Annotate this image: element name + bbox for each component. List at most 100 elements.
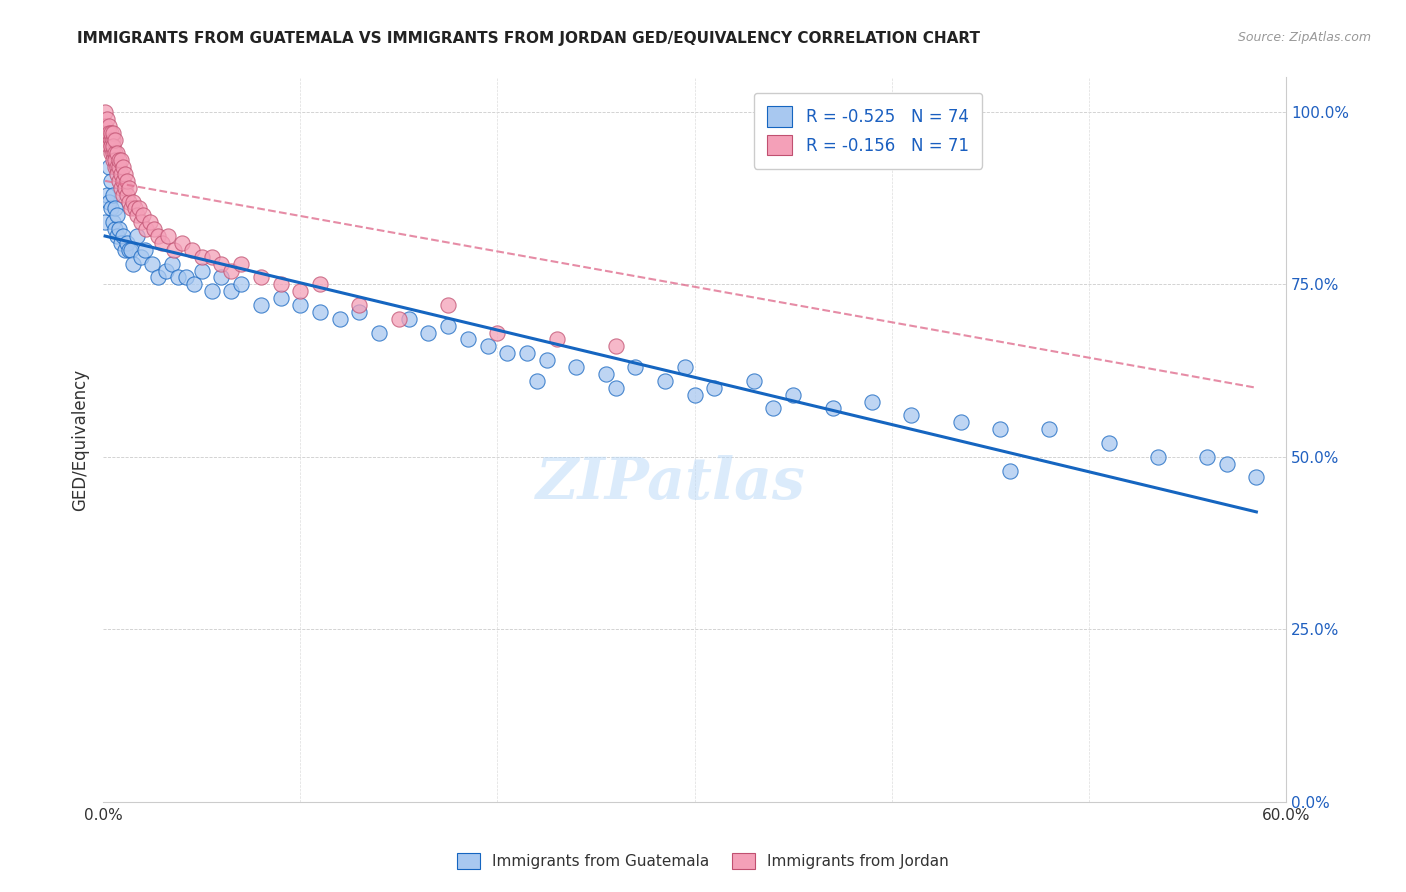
Point — [129, 215, 152, 229]
Point — [536, 353, 558, 368]
Point — [516, 346, 538, 360]
Point — [115, 187, 138, 202]
Point — [114, 181, 136, 195]
Point — [104, 153, 127, 168]
Point — [270, 277, 292, 292]
Point — [110, 235, 132, 250]
Point — [457, 333, 479, 347]
Point — [190, 263, 212, 277]
Point — [101, 153, 124, 168]
Point — [900, 409, 922, 423]
Point — [565, 360, 588, 375]
Point — [114, 243, 136, 257]
Point — [101, 187, 124, 202]
Point — [174, 270, 197, 285]
Point — [108, 174, 131, 188]
Point — [120, 243, 142, 257]
Point — [125, 208, 148, 222]
Point — [105, 229, 128, 244]
Point — [96, 187, 118, 202]
Point — [526, 374, 548, 388]
Point — [100, 202, 122, 216]
Point — [104, 146, 127, 161]
Point — [673, 360, 696, 375]
Point — [157, 229, 180, 244]
Point — [108, 160, 131, 174]
Point — [134, 243, 156, 257]
Point — [100, 132, 122, 146]
Point — [131, 208, 153, 222]
Point — [121, 257, 143, 271]
Text: Source: ZipAtlas.com: Source: ZipAtlas.com — [1237, 31, 1371, 45]
Point — [180, 243, 202, 257]
Point — [1097, 436, 1119, 450]
Point — [477, 339, 499, 353]
Point — [388, 311, 411, 326]
Point — [111, 187, 134, 202]
Point — [105, 208, 128, 222]
Point — [139, 215, 162, 229]
Text: IMMIGRANTS FROM GUATEMALA VS IMMIGRANTS FROM JORDAN GED/EQUIVALENCY CORRELATION : IMMIGRANTS FROM GUATEMALA VS IMMIGRANTS … — [77, 31, 980, 46]
Point — [98, 126, 121, 140]
Point — [135, 222, 157, 236]
Point — [141, 257, 163, 271]
Point — [1246, 470, 1268, 484]
Point — [110, 181, 132, 195]
Point — [111, 229, 134, 244]
Legend: Immigrants from Guatemala, Immigrants from Jordan: Immigrants from Guatemala, Immigrants fr… — [451, 847, 955, 875]
Point — [129, 250, 152, 264]
Point — [546, 333, 568, 347]
Text: ZIPatlas: ZIPatlas — [536, 455, 806, 511]
Point — [437, 318, 460, 333]
Point — [683, 387, 706, 401]
Point — [821, 401, 844, 416]
Point — [605, 381, 627, 395]
Point — [368, 326, 391, 340]
Point — [290, 298, 312, 312]
Point — [209, 270, 232, 285]
Point — [624, 360, 647, 375]
Point — [654, 374, 676, 388]
Point — [101, 215, 124, 229]
Point — [98, 139, 121, 153]
Point — [200, 250, 222, 264]
Point — [250, 270, 273, 285]
Point — [94, 104, 117, 119]
Point — [349, 305, 371, 319]
Point — [163, 243, 186, 257]
Point — [782, 387, 804, 401]
Point — [160, 257, 183, 271]
Point — [1038, 422, 1060, 436]
Point — [703, 381, 725, 395]
Point — [120, 202, 142, 216]
Point — [110, 153, 132, 168]
Point — [118, 243, 141, 257]
Point — [219, 263, 242, 277]
Point — [309, 277, 332, 292]
Point — [143, 222, 166, 236]
Point — [150, 235, 173, 250]
Point — [98, 160, 121, 174]
Point — [125, 229, 148, 244]
Point — [118, 181, 141, 195]
Point — [124, 202, 146, 216]
Point — [114, 167, 136, 181]
Point — [595, 367, 617, 381]
Point — [98, 132, 121, 146]
Point — [437, 298, 460, 312]
Point — [229, 277, 252, 292]
Point — [219, 284, 242, 298]
Point — [108, 222, 131, 236]
Point — [762, 401, 785, 416]
Point — [111, 160, 134, 174]
Point — [250, 298, 273, 312]
Point — [96, 126, 118, 140]
Point — [100, 146, 122, 161]
Point — [398, 311, 420, 326]
Point — [742, 374, 765, 388]
Point — [349, 298, 371, 312]
Point — [1216, 457, 1239, 471]
Point — [115, 235, 138, 250]
Point — [496, 346, 519, 360]
Point — [167, 270, 190, 285]
